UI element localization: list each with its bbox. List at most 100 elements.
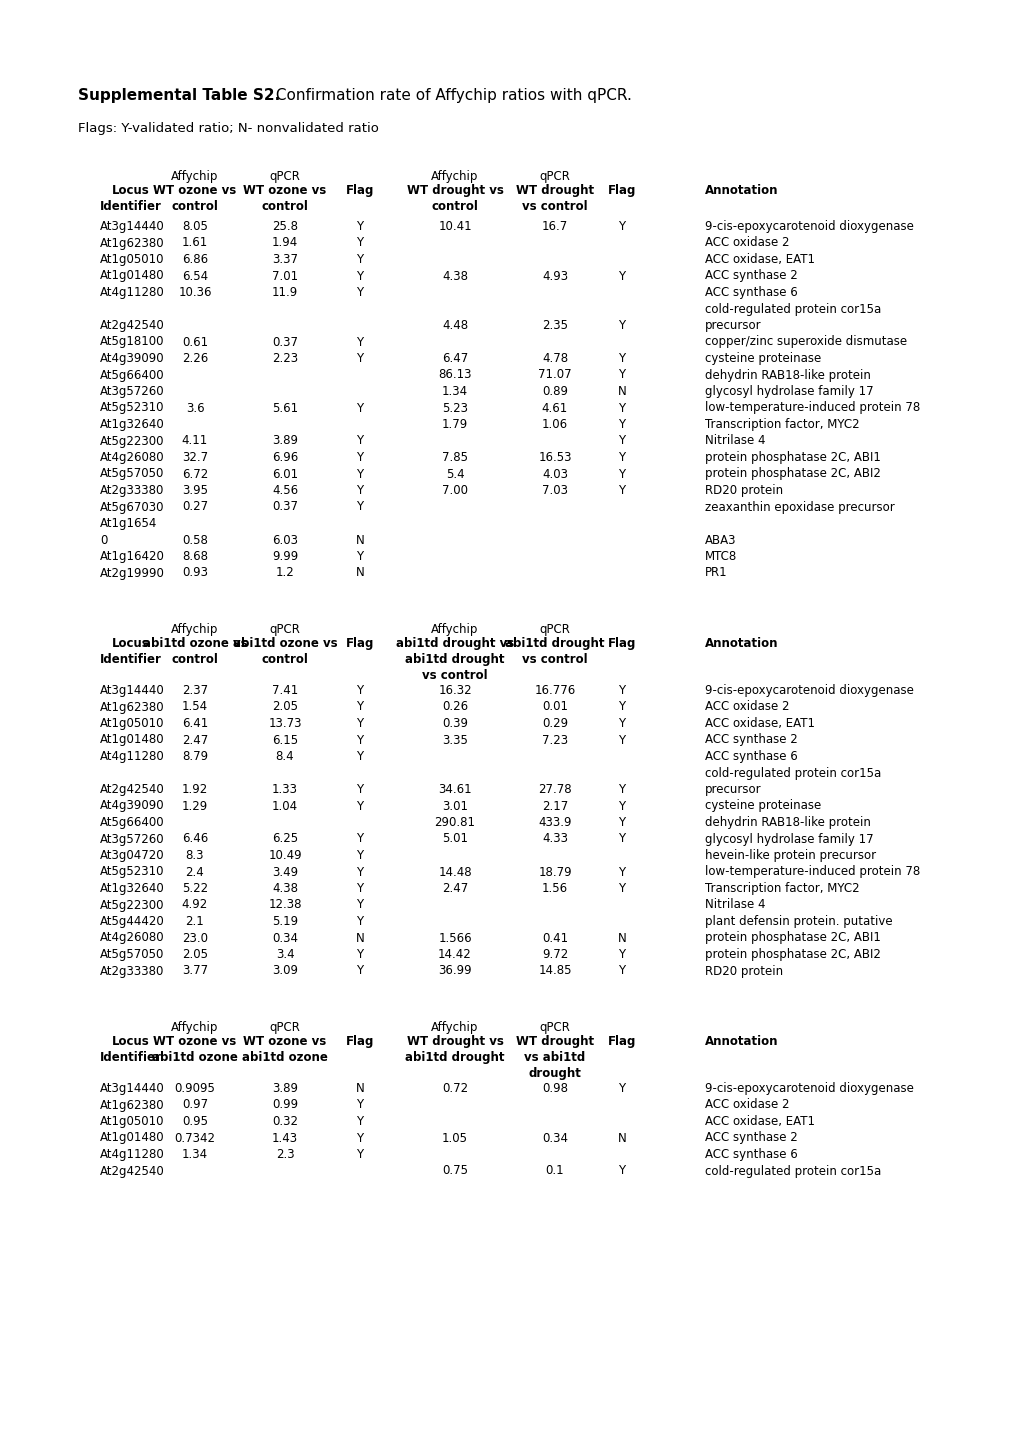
Text: 6.15: 6.15 — [272, 733, 298, 746]
Text: 2.37: 2.37 — [181, 684, 208, 697]
Text: dehydrin RAB18-like protein: dehydrin RAB18-like protein — [704, 368, 870, 381]
Text: 2.05: 2.05 — [272, 700, 298, 713]
Text: At3g14440: At3g14440 — [100, 1082, 165, 1095]
Text: 3.37: 3.37 — [272, 253, 298, 266]
Text: glycosyl hydrolase family 17: glycosyl hydrolase family 17 — [704, 833, 872, 846]
Text: At1g62380: At1g62380 — [100, 1098, 164, 1111]
Text: 13.73: 13.73 — [268, 717, 302, 730]
Text: N: N — [618, 932, 626, 945]
Text: 0.32: 0.32 — [272, 1115, 298, 1128]
Text: qPCR: qPCR — [269, 170, 301, 183]
Text: Y: Y — [618, 733, 625, 746]
Text: N: N — [618, 1131, 626, 1144]
Text: Y: Y — [356, 684, 363, 697]
Text: Y: Y — [618, 866, 625, 879]
Text: 4.03: 4.03 — [541, 468, 568, 481]
Text: cold-regulated protein cor15a: cold-regulated protein cor15a — [704, 766, 880, 779]
Text: At3g14440: At3g14440 — [100, 219, 165, 232]
Text: Y: Y — [356, 434, 363, 447]
Text: ABA3: ABA3 — [704, 534, 736, 547]
Text: Nitrilase 4: Nitrilase 4 — [704, 434, 764, 447]
Text: 6.03: 6.03 — [272, 534, 298, 547]
Text: 0.99: 0.99 — [272, 1098, 298, 1111]
Text: Affychip: Affychip — [171, 1022, 218, 1035]
Text: WT ozone vs
control: WT ozone vs control — [244, 185, 326, 214]
Text: 32.7: 32.7 — [181, 452, 208, 465]
Text: low-temperature-induced protein 78: low-temperature-induced protein 78 — [704, 401, 919, 414]
Text: 2.05: 2.05 — [181, 948, 208, 961]
Text: 0.37: 0.37 — [272, 336, 298, 349]
Text: Y: Y — [618, 799, 625, 812]
Text: Y: Y — [618, 1082, 625, 1095]
Text: At1g01480: At1g01480 — [100, 733, 164, 746]
Text: 1.92: 1.92 — [181, 784, 208, 797]
Text: At5g66400: At5g66400 — [100, 815, 164, 828]
Text: Flag: Flag — [345, 636, 374, 649]
Text: Y: Y — [356, 833, 363, 846]
Text: qPCR: qPCR — [539, 170, 570, 183]
Text: At5g57050: At5g57050 — [100, 948, 164, 961]
Text: Y: Y — [356, 882, 363, 895]
Text: qPCR: qPCR — [539, 1022, 570, 1035]
Text: Y: Y — [618, 700, 625, 713]
Text: 34.61: 34.61 — [438, 784, 472, 797]
Text: RD20 protein: RD20 protein — [704, 483, 783, 496]
Text: N: N — [356, 534, 364, 547]
Text: Annotation: Annotation — [704, 636, 777, 649]
Text: 2.26: 2.26 — [181, 352, 208, 365]
Text: Flag: Flag — [345, 185, 374, 198]
Text: Affychip: Affychip — [431, 1022, 478, 1035]
Text: At4g26080: At4g26080 — [100, 452, 164, 465]
Text: 0.34: 0.34 — [272, 932, 298, 945]
Text: 2.17: 2.17 — [541, 799, 568, 812]
Text: Y: Y — [356, 237, 363, 250]
Text: At5g67030: At5g67030 — [100, 501, 164, 514]
Text: Flags: Y-validated ratio; N- nonvalidated ratio: Flags: Y-validated ratio; N- nonvalidate… — [77, 123, 378, 136]
Text: Flag: Flag — [607, 1035, 636, 1048]
Text: Y: Y — [356, 401, 363, 414]
Text: 6.01: 6.01 — [272, 468, 298, 481]
Text: Y: Y — [618, 1165, 625, 1177]
Text: At5g52310: At5g52310 — [100, 401, 164, 414]
Text: At5g18100: At5g18100 — [100, 336, 164, 349]
Text: 18.79: 18.79 — [538, 866, 572, 879]
Text: RD20 protein: RD20 protein — [704, 964, 783, 977]
Text: 2.47: 2.47 — [441, 882, 468, 895]
Text: Y: Y — [356, 1098, 363, 1111]
Text: At2g42540: At2g42540 — [100, 784, 165, 797]
Text: Supplemental Table S2.: Supplemental Table S2. — [77, 88, 280, 102]
Text: hevein-like protein precursor: hevein-like protein precursor — [704, 848, 875, 861]
Text: 10.41: 10.41 — [438, 219, 472, 232]
Text: cysteine proteinase: cysteine proteinase — [704, 799, 820, 812]
Text: 0.58: 0.58 — [181, 534, 208, 547]
Text: At1g32640: At1g32640 — [100, 882, 165, 895]
Text: 1.566: 1.566 — [438, 932, 472, 945]
Text: 0.29: 0.29 — [541, 717, 568, 730]
Text: Y: Y — [356, 848, 363, 861]
Text: Y: Y — [356, 219, 363, 232]
Text: Flag: Flag — [345, 1035, 374, 1048]
Text: At1g1654: At1g1654 — [100, 517, 157, 530]
Text: 0.01: 0.01 — [541, 700, 568, 713]
Text: abi1td drought
vs control: abi1td drought vs control — [504, 636, 604, 667]
Text: 3.89: 3.89 — [272, 1082, 298, 1095]
Text: 0.89: 0.89 — [541, 385, 568, 398]
Text: WT drought
vs control: WT drought vs control — [516, 185, 593, 214]
Text: protein phosphatase 2C, ABI2: protein phosphatase 2C, ABI2 — [704, 468, 880, 481]
Text: 1.33: 1.33 — [272, 784, 298, 797]
Text: Y: Y — [618, 684, 625, 697]
Text: WT drought vs
abi1td drought: WT drought vs abi1td drought — [405, 1035, 504, 1063]
Text: 3.4: 3.4 — [275, 948, 294, 961]
Text: cysteine proteinase: cysteine proteinase — [704, 352, 820, 365]
Text: 10.36: 10.36 — [178, 286, 212, 299]
Text: 71.07: 71.07 — [538, 368, 572, 381]
Text: 16.776: 16.776 — [534, 684, 575, 697]
Text: At2g42540: At2g42540 — [100, 1165, 165, 1177]
Text: At1g01480: At1g01480 — [100, 1131, 164, 1144]
Text: qPCR: qPCR — [539, 623, 570, 636]
Text: 3.01: 3.01 — [441, 799, 468, 812]
Text: Affychip: Affychip — [171, 623, 218, 636]
Text: ACC oxidase 2: ACC oxidase 2 — [704, 237, 789, 250]
Text: Y: Y — [618, 948, 625, 961]
Text: Y: Y — [618, 401, 625, 414]
